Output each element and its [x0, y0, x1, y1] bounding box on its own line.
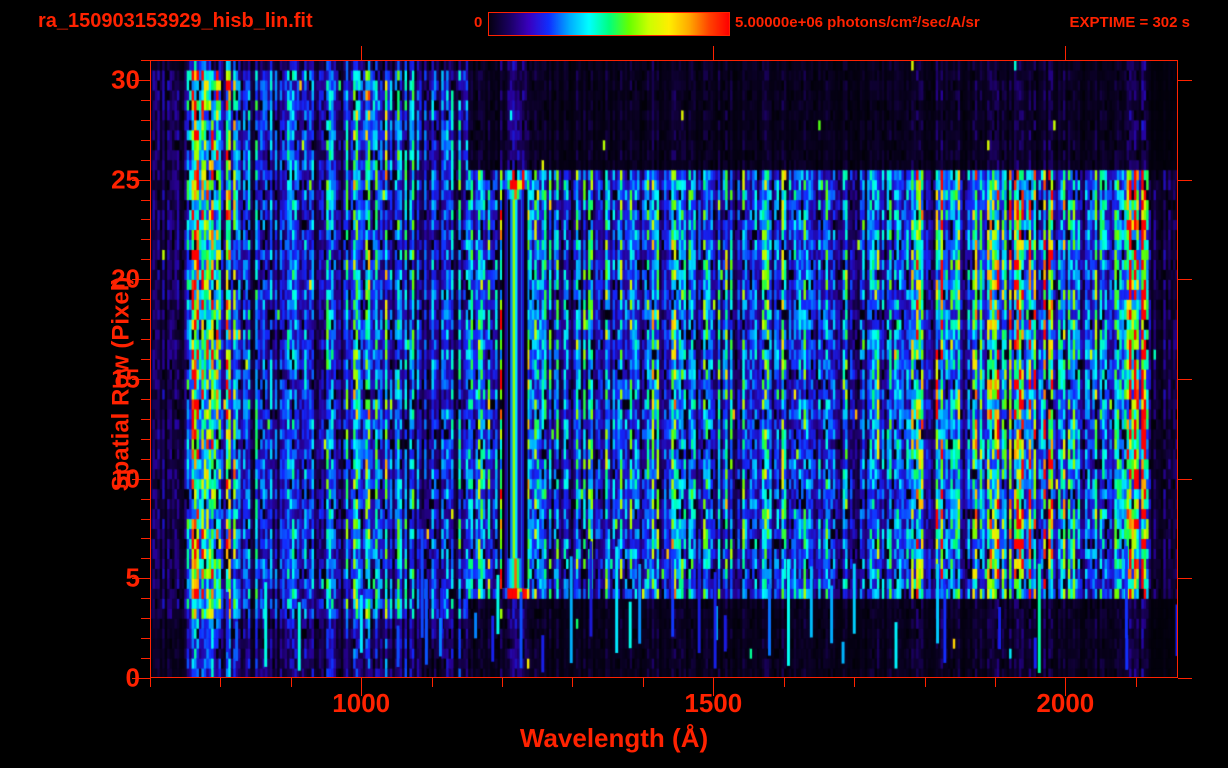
y-tick-mark-right-10 [1178, 479, 1192, 480]
y-tick-minor-1 [141, 658, 150, 659]
y-tick-minor-13 [141, 419, 150, 420]
y-tick-mark-right-20 [1178, 279, 1192, 280]
y-tick-mark-0 [132, 678, 150, 679]
x-axis-label: Wavelength (Å) [520, 723, 708, 754]
y-tick-minor-2 [141, 638, 150, 639]
y-tick-mark-25 [132, 180, 150, 181]
x-tick-minor-2100 [1136, 678, 1137, 687]
y-tick-minor-3 [141, 618, 150, 619]
y-tick-minor-9 [141, 499, 150, 500]
x-tick-minor-1200 [502, 678, 503, 687]
y-tick-label-20: 20 [111, 264, 140, 295]
y-tick-mark-30 [132, 80, 150, 81]
y-tick-mark-20 [132, 279, 150, 280]
y-tick-minor-28 [141, 120, 150, 121]
y-tick-label-10: 10 [111, 463, 140, 494]
y-tick-label-15: 15 [111, 363, 140, 394]
y-tick-minor-21 [141, 259, 150, 260]
colorbar-gradient [488, 12, 730, 36]
y-tick-minor-12 [141, 439, 150, 440]
y-tick-mark-5 [132, 578, 150, 579]
y-tick-minor-22 [141, 239, 150, 240]
y-tick-minor-17 [141, 339, 150, 340]
y-tick-mark-15 [132, 379, 150, 380]
x-tick-label-1000: 1000 [332, 688, 390, 719]
x-tick-minor-1100 [432, 678, 433, 687]
y-tick-mark-right-5 [1178, 578, 1192, 579]
y-axis-label: Spatial Row (Pixel) [107, 277, 135, 492]
y-tick-minor-29 [141, 100, 150, 101]
y-tick-mark-right-0 [1178, 678, 1192, 679]
y-tick-minor-11 [141, 459, 150, 460]
x-tick-mark-top-1500 [713, 46, 714, 60]
x-tick-label-2000: 2000 [1036, 688, 1094, 719]
y-tick-mark-right-15 [1178, 379, 1192, 380]
x-tick-mark-top-1000 [361, 46, 362, 60]
x-tick-minor-1600 [784, 678, 785, 687]
y-tick-label-0: 0 [126, 663, 140, 694]
x-tick-minor-1700 [854, 678, 855, 687]
file-title: ra_150903153929_hisb_lin.fit [38, 10, 313, 33]
y-tick-minor-23 [141, 219, 150, 220]
y-tick-minor-6 [141, 558, 150, 559]
colorbar-max-label: 5.00000e+06 photons/cm²/sec/A/sr [735, 14, 980, 31]
x-tick-minor-1800 [925, 678, 926, 687]
x-tick-label-1500: 1500 [684, 688, 742, 719]
x-tick-minor-800 [220, 678, 221, 687]
x-tick-minor-900 [291, 678, 292, 687]
x-tick-minor-1400 [643, 678, 644, 687]
x-tick-minor-1900 [995, 678, 996, 687]
y-tick-minor-14 [141, 399, 150, 400]
y-tick-minor-27 [141, 140, 150, 141]
y-tick-minor-8 [141, 519, 150, 520]
y-tick-label-25: 25 [111, 164, 140, 195]
y-tick-minor-26 [141, 160, 150, 161]
spectral-heatmap-plot[interactable] [150, 60, 1178, 678]
y-tick-minor-4 [141, 598, 150, 599]
x-tick-mark-1000 [361, 678, 362, 696]
y-tick-minor-24 [141, 200, 150, 201]
x-tick-mark-1500 [713, 678, 714, 696]
y-tick-minor-16 [141, 359, 150, 360]
y-tick-minor-7 [141, 538, 150, 539]
spectral-heatmap-canvas[interactable] [150, 60, 1178, 678]
y-tick-mark-right-30 [1178, 80, 1192, 81]
y-tick-mark-right-25 [1178, 180, 1192, 181]
exptime-label: EXPTIME = 302 s [1070, 14, 1190, 31]
y-tick-minor-31 [141, 60, 150, 61]
x-tick-minor-1300 [572, 678, 573, 687]
y-tick-minor-18 [141, 319, 150, 320]
fits-viewer-window: ra_150903153929_hisb_lin.fit 0 5.00000e+… [0, 0, 1228, 768]
y-tick-minor-19 [141, 299, 150, 300]
x-tick-minor-700 [150, 678, 151, 687]
y-tick-mark-10 [132, 479, 150, 480]
x-tick-mark-top-2000 [1065, 46, 1066, 60]
colorbar-min-label: 0 [474, 14, 482, 31]
x-tick-mark-2000 [1065, 678, 1066, 696]
y-tick-label-5: 5 [126, 563, 140, 594]
y-tick-label-30: 30 [111, 64, 140, 95]
